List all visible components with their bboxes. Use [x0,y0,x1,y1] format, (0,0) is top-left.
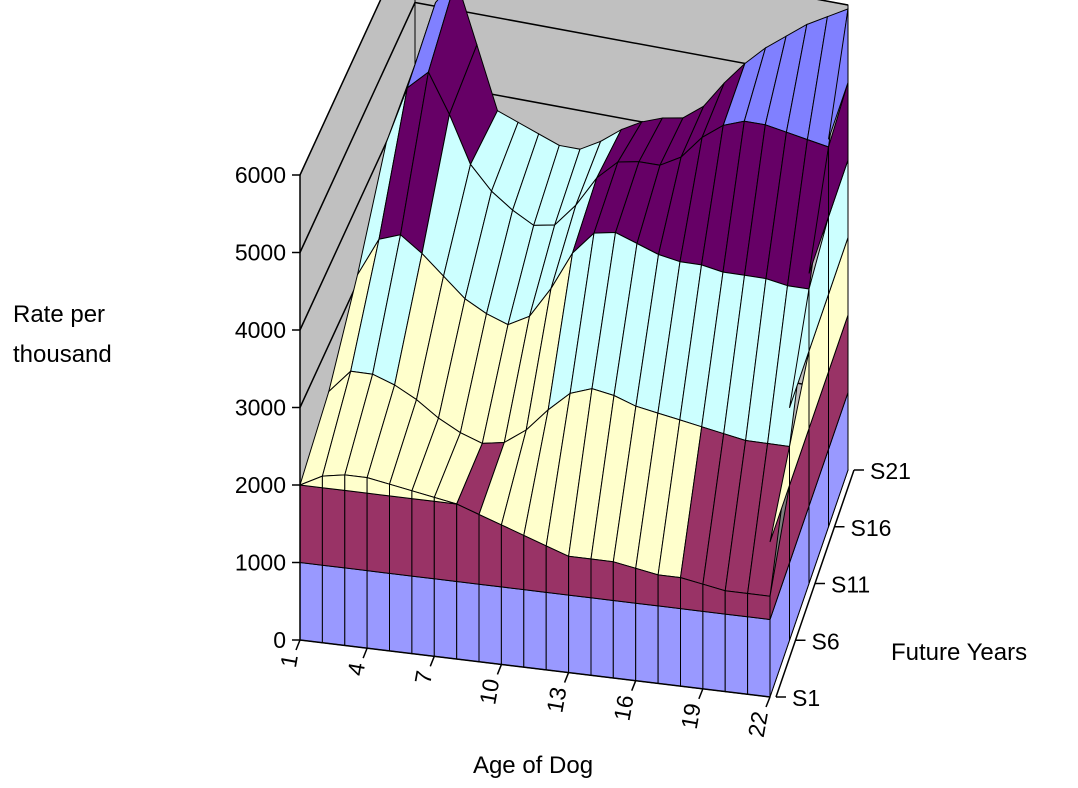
front-band [724,590,749,618]
front-band [433,578,458,660]
z-tick-label: 3000 [235,395,286,421]
y-axis-title-line1: Rate per [13,301,105,328]
front-band [545,591,570,674]
z-tick-label: 6000 [235,162,286,188]
front-band [523,589,547,671]
front-band [433,500,458,583]
x-tick [765,696,771,708]
x-tick [698,688,704,700]
depth-tick-label: S6 [812,628,840,654]
x-tick [631,680,637,691]
gridline-6000 [299,0,849,176]
y-axis-title-line2: thousand [13,341,112,368]
x-axis-line [299,639,771,698]
x-tick [563,672,570,683]
front-band [500,524,525,591]
depth-tick-label: S1 [792,685,820,711]
front-band [456,503,480,585]
front-band [724,613,749,695]
front-band [612,561,637,604]
chart-axes [292,174,864,708]
front-band [478,583,502,665]
front-band [321,474,346,491]
front-band [456,580,480,663]
x-tick [362,647,368,659]
front-band [411,498,435,580]
front-band [321,487,346,569]
front-band [433,496,457,505]
front-band [568,555,592,599]
z-tick-label: 4000 [235,317,286,343]
front-band [747,616,771,698]
z-tick-label: 1000 [235,550,286,576]
front-band [344,474,368,494]
front-band [657,605,681,687]
z-tick-label: 0 [273,627,286,653]
right-band [828,8,849,140]
front-band [389,572,413,655]
gridline-5000 [299,1,849,253]
depth-tick-label: S11 [831,572,870,598]
front-band [299,561,323,644]
x-tick-label: 10 [474,677,504,707]
tick-labels: 0 1000 2000 3000 4000 5000 6000 1 4 7 10 13 16 19 22 S1… [235,162,911,739]
front-band [389,495,413,577]
surface-mesh [299,0,849,597]
front-band [411,575,435,657]
front-band [657,574,681,610]
x-tick-label: 7 [409,669,437,686]
front-band [500,586,525,668]
front-band [523,534,547,593]
depth-tick-label: S21 [870,458,911,484]
x-axis-title: Age of Dog [473,752,593,779]
x-tick [295,639,301,651]
front-band [344,489,368,572]
front-band [747,592,771,621]
depth-axis-title: Future Years [891,639,1027,666]
front-band [612,599,637,682]
front-skirt [299,8,849,698]
front-band [366,492,390,574]
x-tick-label: 16 [609,693,639,723]
front-band [299,484,323,566]
front-band [321,564,346,646]
x-tick-label: 1 [275,652,303,669]
x-tick-label: 4 [342,660,370,677]
x-tick [496,664,503,675]
front-band [680,608,704,690]
front-band [702,610,726,693]
front-band [635,567,659,607]
z-tick-label: 5000 [235,240,286,266]
x-tick-label: 19 [676,701,706,731]
x-tick-label: 13 [541,685,571,715]
z-tick-label: 2000 [235,472,286,498]
front-band [344,567,368,649]
front-band [590,597,614,679]
front-band [568,594,592,676]
front-band [635,602,659,684]
x-tick-label: 22 [743,709,773,739]
depth-tick-label: S16 [851,515,892,541]
front-band [478,513,502,588]
front-band [590,558,614,602]
x-tick [429,656,435,667]
front-band [366,570,390,652]
